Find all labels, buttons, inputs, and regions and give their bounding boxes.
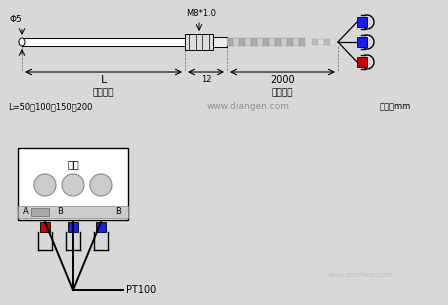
Bar — [357, 37, 367, 47]
Bar — [324, 39, 330, 45]
Bar — [227, 38, 233, 46]
Text: 仪表: 仪表 — [67, 159, 79, 169]
Bar — [96, 222, 106, 232]
Text: M8*1.0: M8*1.0 — [186, 9, 216, 18]
Bar — [318, 39, 324, 45]
Bar — [251, 38, 257, 46]
Bar — [263, 38, 269, 46]
Bar — [330, 39, 335, 45]
Text: B: B — [57, 207, 63, 217]
Bar — [312, 39, 318, 45]
Bar — [293, 38, 299, 46]
Text: 12: 12 — [201, 75, 211, 84]
Bar — [281, 38, 287, 46]
Bar — [275, 38, 281, 46]
Bar — [213, 37, 227, 47]
Bar — [357, 57, 367, 67]
Text: 2000: 2000 — [270, 75, 295, 85]
Text: PT100: PT100 — [126, 285, 156, 295]
Text: 探头长度: 探头长度 — [93, 88, 114, 97]
Text: L: L — [100, 75, 107, 85]
Text: B: B — [115, 207, 121, 217]
Bar — [299, 38, 305, 46]
Bar — [245, 38, 251, 46]
Bar — [185, 34, 213, 50]
Bar — [40, 222, 50, 232]
Text: A: A — [23, 207, 29, 217]
Text: www.diangen.com: www.diangen.com — [207, 102, 289, 111]
Bar — [18, 206, 128, 218]
Bar — [239, 38, 245, 46]
Circle shape — [34, 174, 56, 196]
Bar — [18, 148, 128, 220]
Text: 单位：mm: 单位：mm — [380, 102, 411, 111]
Circle shape — [90, 174, 112, 196]
Ellipse shape — [19, 38, 25, 46]
Text: Φ5: Φ5 — [9, 15, 22, 24]
Circle shape — [62, 174, 84, 196]
Bar — [68, 222, 78, 232]
Bar — [22, 38, 185, 46]
Bar — [31, 208, 49, 216]
Text: L=50、100、150、200: L=50、100、150、200 — [8, 102, 92, 111]
Bar — [287, 38, 293, 46]
Text: www.elecfans.com: www.elecfans.com — [327, 272, 392, 278]
Bar — [233, 38, 239, 46]
Bar — [357, 17, 367, 27]
Text: 引线长度: 引线长度 — [272, 88, 293, 97]
Bar — [257, 38, 263, 46]
Bar — [269, 38, 275, 46]
